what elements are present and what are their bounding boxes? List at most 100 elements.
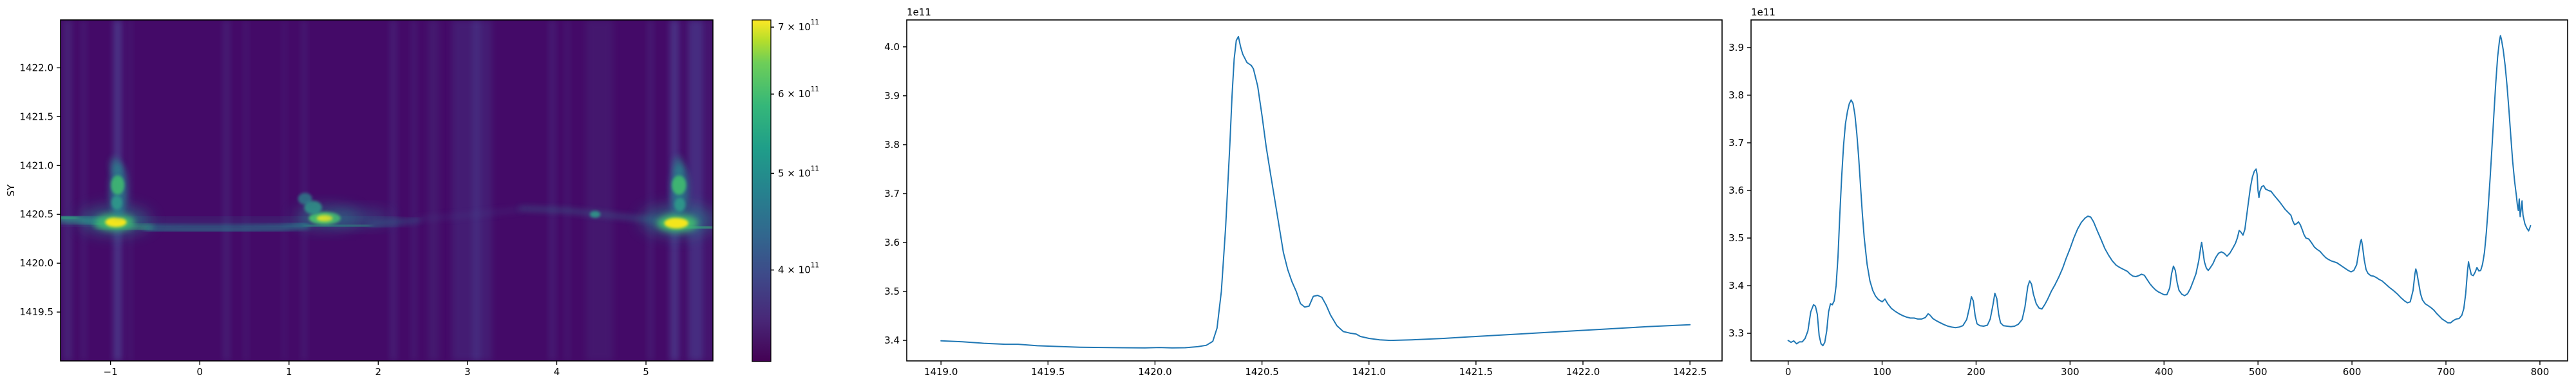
heatmap-bright-blob [105,217,127,227]
spectrum-line [940,35,1691,349]
colorbar-tick-label: 7 × 1011 [778,19,819,33]
y-tick-label: 3.5 [884,286,900,297]
heatmap-bright-blob [589,210,601,218]
y-tick-label: 3.4 [1728,280,1744,291]
heatmap-vertical-streak [428,20,439,361]
x-tick-label: 200 [1967,366,1985,378]
line-plot-2 [1787,35,2532,347]
x-tick-label: 5 [643,366,649,378]
x-tick-label: 400 [2155,366,2174,378]
y-tick-label: 3.4 [884,335,900,346]
heatmap-bright-blob [672,175,687,195]
heatmap-bright-blob [109,156,120,174]
x-tick-label: 1420.5 [1245,366,1279,378]
heatmap-vertical-streak [586,20,613,361]
colorbar: 7 × 1011 6 × 1011 5 × 1011 4 × 1011 [752,19,819,362]
y-tick-label: 1421.0 [20,160,54,171]
x-tick-label: 600 [2343,366,2362,378]
x-tick-label: −1 [104,366,118,378]
x-tick-label: 300 [2061,366,2079,378]
heatmap-bright-blob [111,196,122,210]
x-tick-label: 1421.5 [1459,366,1493,378]
x-tick-label: 3 [464,366,471,378]
heatmap-bright-blob [672,156,684,176]
y-tick-label: 1419.5 [20,306,54,318]
colorbar-tick-label: 4 × 1011 [778,262,819,276]
x-tick-label: 1422.5 [1673,366,1707,378]
colorbar-gradient [752,19,772,362]
y-tick-label: 1420.5 [20,208,54,220]
x-tick-label: 700 [2437,366,2456,378]
heatmap-emission-band [144,222,310,232]
y-tick-label: 3.6 [884,237,900,248]
y-tick-label: 1421.5 [20,111,54,122]
heatmap-background [61,20,713,361]
line-plot-1 [940,35,1691,349]
heatmap-vertical-streak [411,20,417,361]
axes-spines [60,19,714,362]
spectrum-line [1787,35,2532,347]
x-tick-label: 1 [286,366,292,378]
axes-spines [906,19,1723,362]
heatmap-vertical-streak [565,20,570,361]
x-tick-label: 1421.0 [1352,366,1386,378]
heatmap-vertical-streak [688,20,705,361]
x-tick-label: 500 [2249,366,2268,378]
heatmap-bright-blob [664,217,688,229]
y-tick-label: 3.6 [1728,185,1744,196]
line-plot-2-axes: 0 100 200 300 400 500 600 700 800 3.3 3.4 3.5 3.6 3.7… [1728,6,2568,378]
heatmap-emission-band [417,208,523,221]
heatmap-emission-band [367,218,421,227]
y-tick-label: 1420.0 [20,257,54,269]
y-tick-label: 1422.0 [20,62,54,73]
axes-spines [1750,19,2568,362]
heatmap-axes: −1 0 1 2 3 4 5 1422.0 1421.5 1421.0 1420.5 1420.0 14… [5,19,714,378]
heatmap-emission-band [61,214,79,221]
y-axis-offset-label: 1e11 [1751,6,1776,18]
y-tick-label: 3.9 [884,90,900,102]
x-tick-label: 1419.0 [924,366,958,378]
y-tick-label: 3.9 [1728,42,1744,53]
y-tick-label: 3.3 [1728,327,1744,339]
heatmap-vertical-streak [473,20,480,361]
line-plot-1-axes: 1419.0 1419.5 1420.0 1420.5 1421.0 1421.5 1422… [884,6,1723,378]
heatmap-bright-blob [298,192,312,205]
y-tick-label: 3.8 [1728,89,1744,101]
y-tick-label: 4.0 [884,41,900,53]
x-tick-label: 1419.5 [1031,366,1065,378]
heatmap-vertical-streak [549,20,556,361]
heatmap-vertical-streak [243,20,249,361]
x-tick-label: 1422.0 [1566,366,1600,378]
y-tick-label: 3.7 [884,188,900,199]
heatmap-vertical-streak [451,20,493,361]
heatmap-vertical-streak [63,20,73,361]
heatmap-bright-blob [674,198,686,212]
heatmap-image [61,20,713,361]
x-tick-label: 2 [375,366,382,378]
heatmap-bright-blob [111,175,125,195]
y-tick-label: 3.5 [1728,232,1744,244]
heatmap-vertical-streak [301,20,307,361]
y-axis-offset-label: 1e11 [907,6,931,18]
x-tick-label: 0 [1785,366,1792,378]
heatmap-vertical-streak [647,20,654,361]
colorbar-tick-label: 5 × 1011 [778,165,819,179]
x-tick-label: 0 [196,366,203,378]
heatmap-vertical-streak [390,20,397,361]
y-axis-label: SY [5,184,17,197]
heatmap-bright-blob [329,209,392,225]
heatmap-vertical-streak [282,20,287,361]
heatmap-vertical-streak [223,20,230,361]
heatmap-vertical-streak [707,20,713,361]
heatmap-bright-blob [316,215,333,222]
x-tick-label: 4 [554,366,560,378]
y-tick-label: 3.8 [884,139,900,151]
colorbar-tick-label: 6 × 1011 [778,86,819,100]
x-tick-label: 100 [1873,366,1891,378]
x-tick-label: 1420.0 [1138,366,1172,378]
heatmap-vertical-streak [80,20,87,361]
y-tick-label: 3.7 [1728,137,1744,149]
x-tick-label: 800 [2531,366,2550,378]
